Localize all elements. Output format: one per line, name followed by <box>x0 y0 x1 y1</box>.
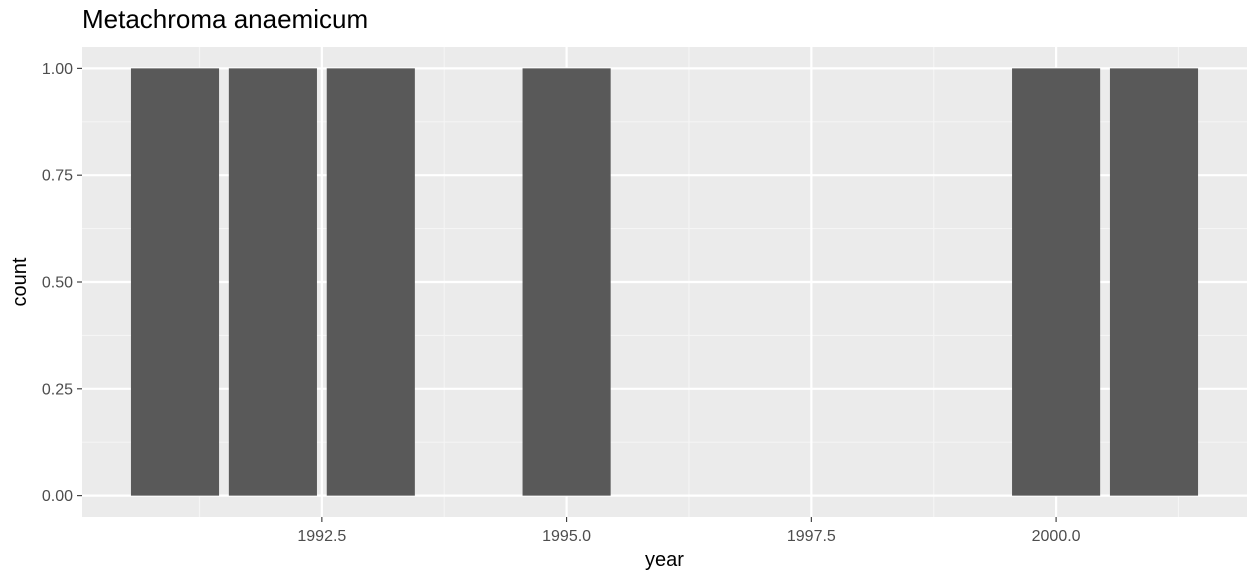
y-axis: 0.00 0.25 0.50 0.75 1.00 <box>42 61 82 505</box>
x-tick-label: 1997.5 <box>787 528 836 545</box>
bar-2001 <box>1109 68 1199 496</box>
x-axis: 1992.5 1995.0 1997.5 2000.0 <box>297 517 1081 545</box>
bar-1991 <box>130 68 220 496</box>
x-tick-label: 1995.0 <box>542 528 591 545</box>
x-tick-label: 1992.5 <box>297 528 346 545</box>
y-tick-label: 0.25 <box>42 381 73 398</box>
y-axis-title: count <box>9 257 31 306</box>
y-tick-label: 0.00 <box>42 488 73 505</box>
bar-1992 <box>228 68 317 496</box>
y-tick-label: 0.50 <box>42 275 73 292</box>
bar-2000 <box>1012 68 1101 496</box>
bar-1993 <box>326 68 415 496</box>
chart-title: Metachroma anaemicum <box>82 4 369 34</box>
y-tick-label: 1.00 <box>42 61 73 78</box>
x-axis-title: year <box>645 549 684 571</box>
x-tick-label: 2000.0 <box>1032 528 1081 545</box>
bar-1995 <box>522 68 611 496</box>
y-tick-label: 0.75 <box>42 168 73 185</box>
bars <box>130 68 1199 496</box>
